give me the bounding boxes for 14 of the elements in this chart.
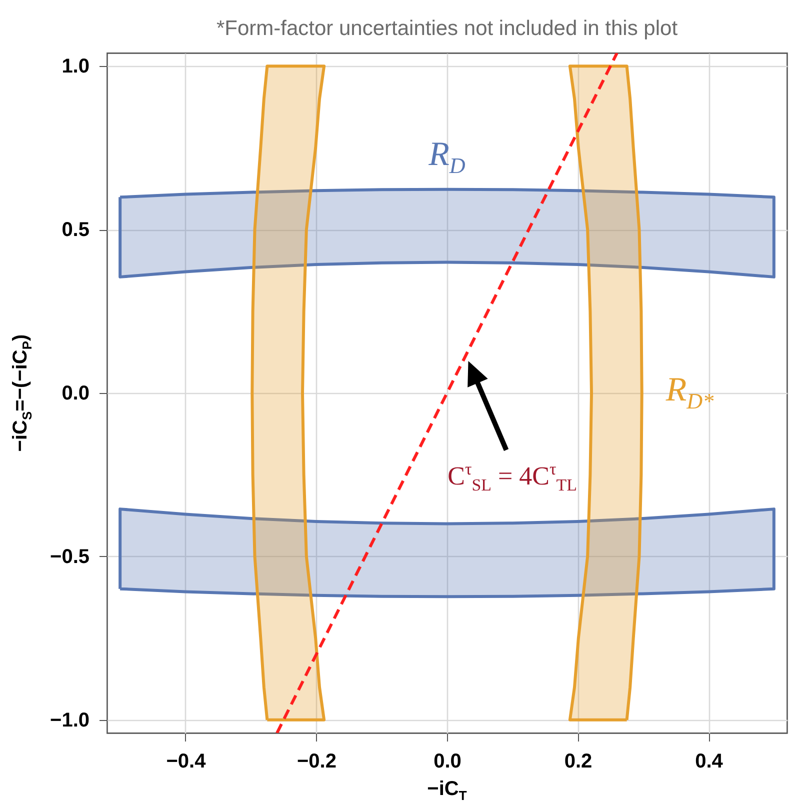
y-tick-label: −1.0 [50,709,90,732]
x-tick-label: 0.2 [564,750,592,772]
x-tick-label: 0.4 [695,750,724,772]
series-label: R$_{D}$ [428,136,466,178]
chart-title: *Form-factor uncertainties not included in this plot [216,17,678,40]
x-tick-label: −0.4 [166,750,207,772]
y-tick-label: 0.0 [62,382,90,404]
y-tick-label: 1.0 [62,56,90,78]
y-tick-label: −0.5 [50,546,90,568]
y-tick-label: 0.5 [62,219,90,242]
series-label: R$_{D*}$ [666,372,714,414]
x-tick-label: 0.0 [434,750,462,772]
x-tick-label: −0.2 [296,750,336,772]
x-axis-title: −iC$_{T}$ [427,778,467,803]
